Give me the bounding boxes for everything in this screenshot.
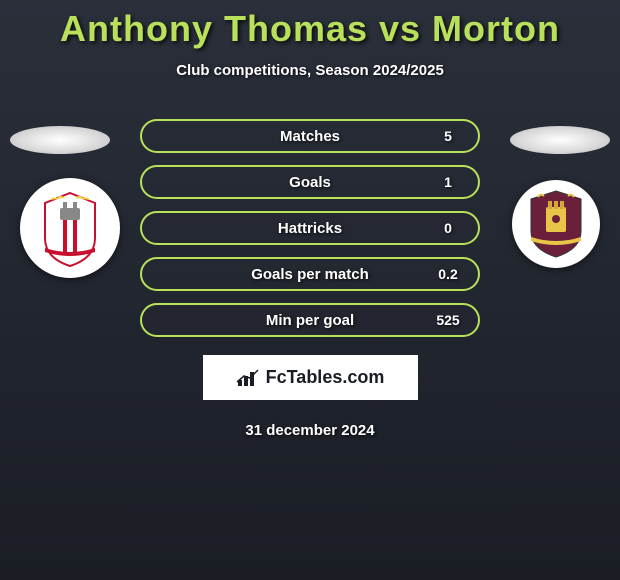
stat-row: Hattricks 0 — [140, 211, 480, 245]
left-oval-decor — [10, 126, 110, 154]
stats-list: Matches 5 Goals 1 Hattricks 0 Goals per … — [140, 119, 480, 337]
stat-label: Hattricks — [202, 220, 418, 237]
bar-chart-icon — [236, 368, 260, 388]
right-oval-decor — [510, 126, 610, 154]
stat-right-value: 5 — [418, 128, 478, 144]
source-logo: FcTables.com — [203, 355, 418, 400]
stat-right-value: 1 — [418, 174, 478, 190]
left-club-badge — [20, 178, 120, 278]
stat-row: Matches 5 — [140, 119, 480, 153]
right-crest-icon — [526, 189, 586, 259]
stat-label: Goals per match — [202, 266, 418, 283]
left-crest-icon — [35, 188, 105, 268]
season-subtitle: Club competitions, Season 2024/2025 — [0, 62, 620, 79]
logo-text: FcTables.com — [266, 367, 385, 388]
infographic-container: Anthony Thomas vs Morton Club competitio… — [0, 0, 620, 439]
stat-label: Min per goal — [202, 312, 418, 329]
stat-row: Goals per match 0.2 — [140, 257, 480, 291]
stat-row: Goals 1 — [140, 165, 480, 199]
right-club-badge — [512, 180, 600, 268]
stat-row: Min per goal 525 — [140, 303, 480, 337]
comparison-title: Anthony Thomas vs Morton — [0, 8, 620, 50]
stat-right-value: 525 — [418, 312, 478, 328]
stat-label: Matches — [202, 128, 418, 145]
stat-label: Goals — [202, 174, 418, 191]
stat-right-value: 0 — [418, 220, 478, 236]
date-text: 31 december 2024 — [0, 422, 620, 439]
stat-right-value: 0.2 — [418, 266, 478, 282]
